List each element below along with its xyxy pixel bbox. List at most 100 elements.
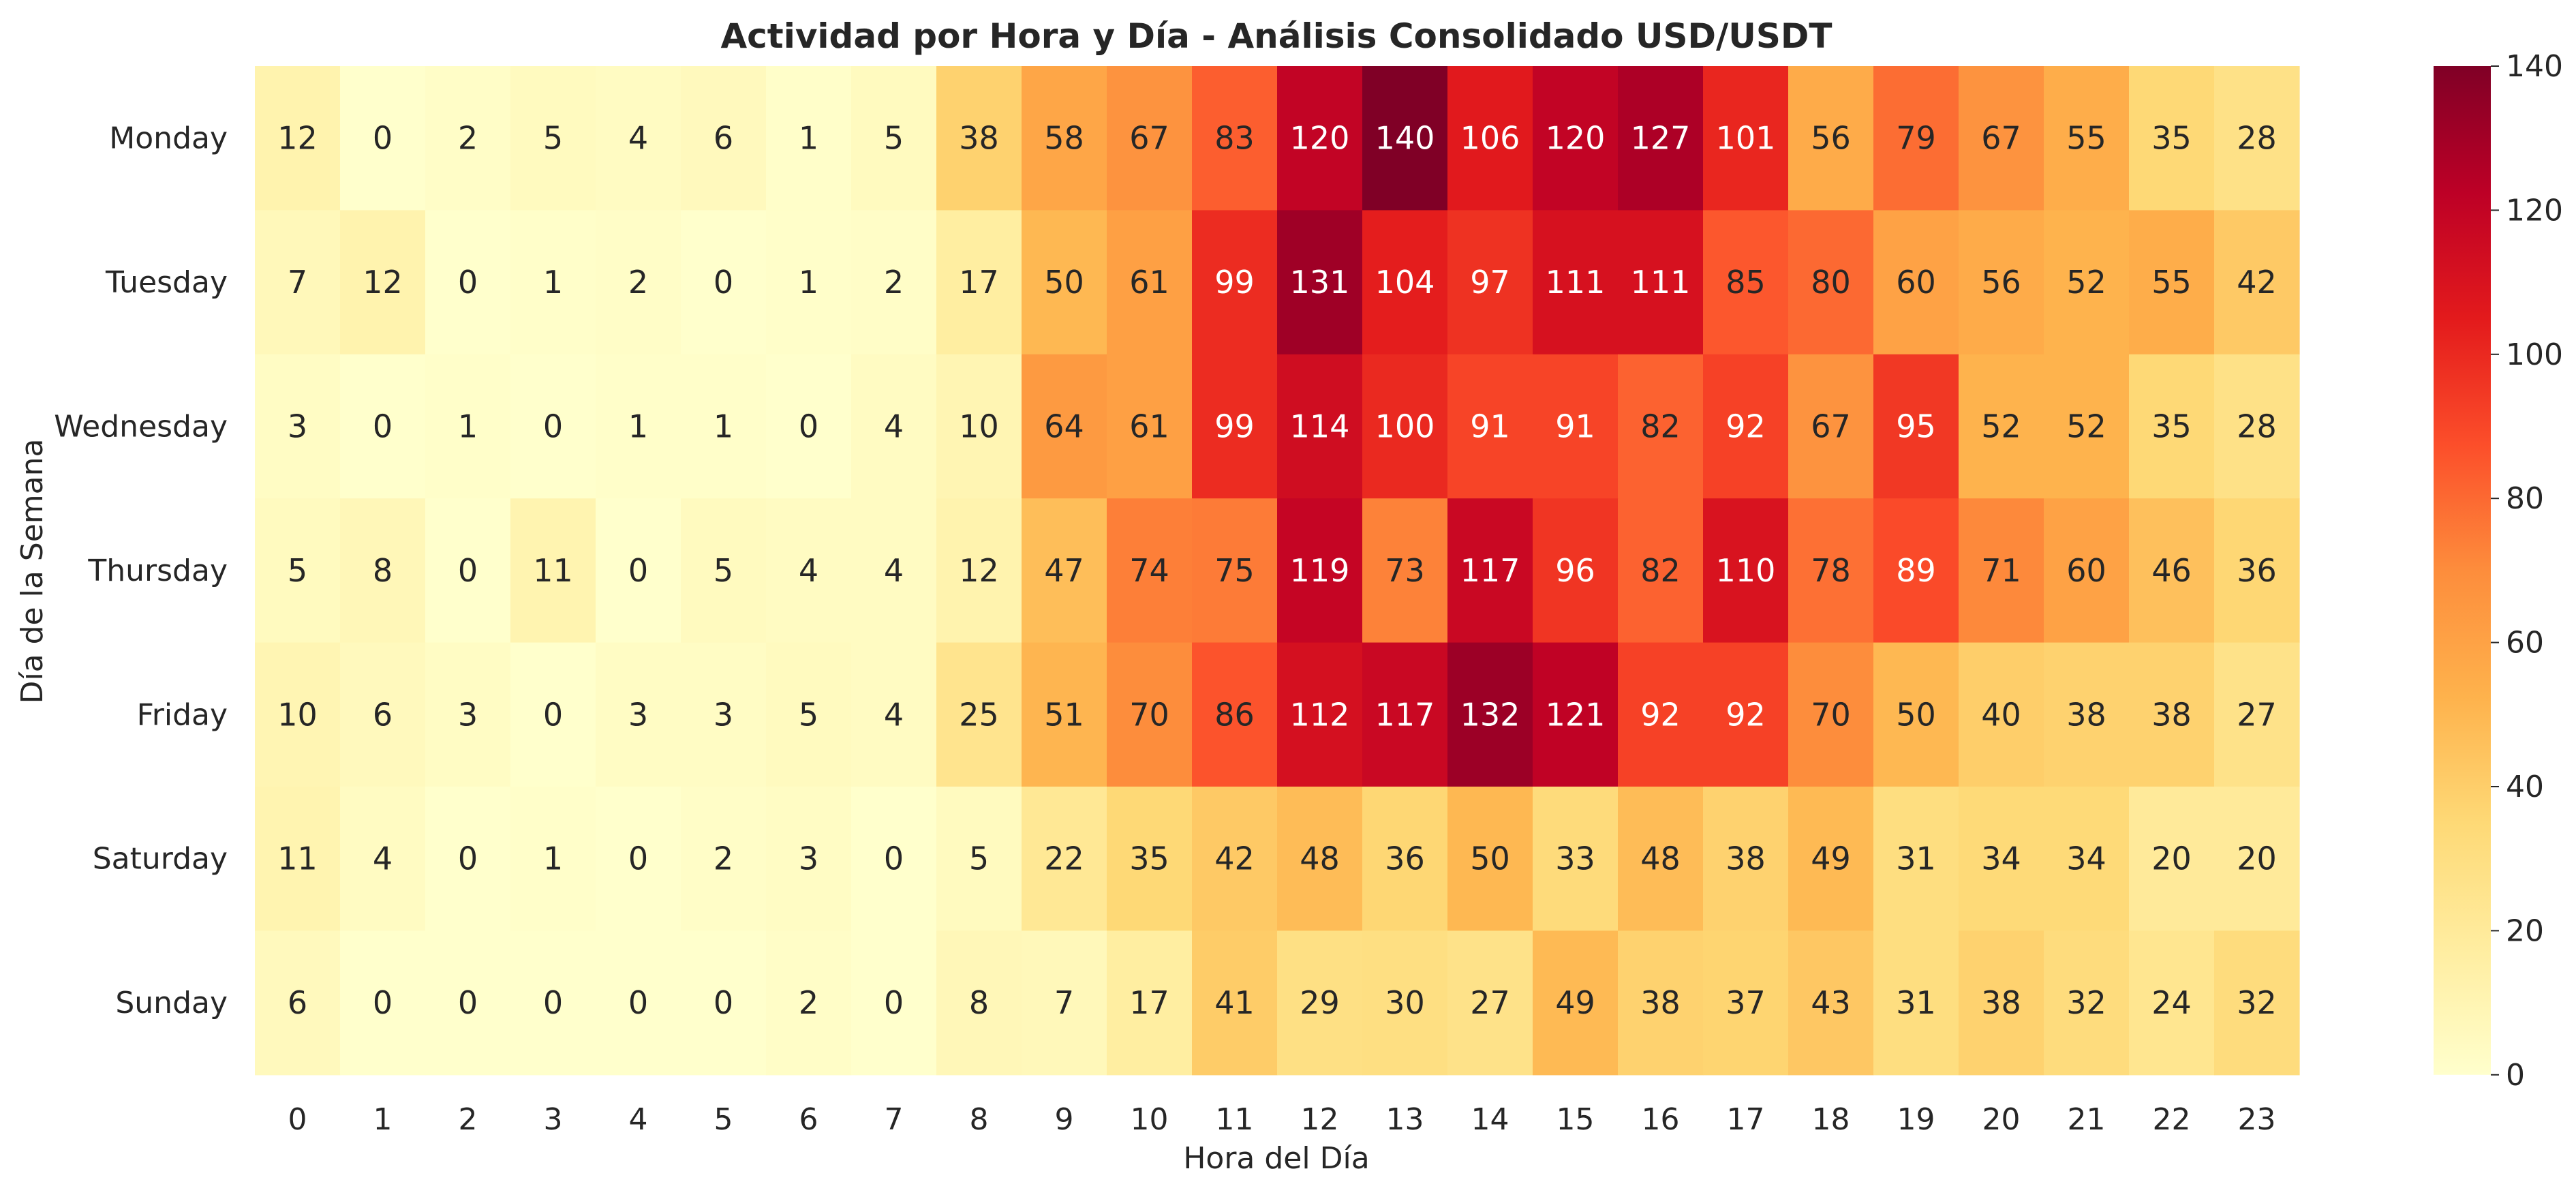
- cell-value-label: 86: [1214, 696, 1255, 733]
- cell-value-label: 5: [884, 120, 904, 157]
- x-tick-label: 11: [1216, 1102, 1254, 1137]
- cell-value-label: 35: [1129, 840, 1169, 877]
- cell-value-label: 85: [1726, 264, 1766, 301]
- cell-value-label: 119: [1290, 552, 1350, 589]
- cell-value-label: 4: [884, 696, 904, 733]
- heatmap-cell: [340, 66, 426, 211]
- cell-value-label: 2: [458, 120, 478, 157]
- cell-value-label: 80: [1811, 264, 1851, 301]
- heatmap-cell: [1107, 210, 1193, 355]
- cell-value-label: 32: [2237, 984, 2277, 1021]
- cell-value-label: 83: [1214, 120, 1255, 157]
- heatmap-cell: [1788, 642, 1874, 787]
- heatmap-cell: [681, 642, 767, 787]
- cell-value-label: 34: [2066, 840, 2106, 877]
- heatmap-cell: [851, 787, 937, 931]
- heatmap-cell: [596, 210, 681, 355]
- cell-value-label: 36: [1385, 840, 1425, 877]
- heatmap-cell: [425, 210, 511, 355]
- heatmap-cell: [2129, 787, 2215, 931]
- x-tick-label: 20: [1982, 1102, 2021, 1137]
- cell-value-label: 82: [1640, 408, 1681, 445]
- heatmap-cell: [425, 642, 511, 787]
- heatmap-cell: [1107, 787, 1193, 931]
- heatmap-cell: [340, 498, 426, 643]
- cell-value-label: 106: [1460, 120, 1520, 157]
- colorbar-tick-label: 20: [2506, 913, 2544, 948]
- x-tick-label: 2: [459, 1102, 478, 1137]
- heatmap-cell: [1447, 930, 1533, 1076]
- cell-value-label: 34: [1981, 840, 2021, 877]
- cell-value-label: 0: [628, 552, 648, 589]
- heatmap-cell: [1447, 66, 1533, 211]
- heatmap-cell: [2214, 787, 2300, 931]
- heatmap-cell: [1277, 787, 1363, 931]
- heatmap-cell: [1022, 930, 1107, 1076]
- heatmap-cell: [1107, 66, 1193, 211]
- cell-value-label: 47: [1044, 552, 1084, 589]
- x-tick-label: 16: [1642, 1102, 1680, 1137]
- cell-value-label: 50: [1896, 696, 1936, 733]
- heatmap-cell: [340, 642, 426, 787]
- colorbar-gradient: [2434, 66, 2491, 1075]
- heatmap-cell: [1873, 930, 1959, 1076]
- x-tick-label: 23: [2238, 1102, 2276, 1137]
- y-tick-label: Wednesday: [54, 410, 228, 444]
- heatmap-cell: [2129, 642, 2215, 787]
- heatmap-cell: [1533, 354, 1619, 499]
- cell-value-label: 79: [1896, 120, 1936, 157]
- cell-value-label: 0: [543, 984, 563, 1021]
- y-tick-label: Thursday: [87, 553, 228, 588]
- x-tick-label: 17: [1727, 1102, 1765, 1137]
- heatmap-cell: [1362, 498, 1448, 643]
- x-tick-label: 18: [1812, 1102, 1850, 1137]
- cell-value-label: 0: [714, 264, 733, 301]
- heatmap-cell: [1703, 787, 1789, 931]
- heatmap-cell: [1022, 210, 1107, 355]
- heatmap-cell: [596, 66, 681, 211]
- x-tick-label: 21: [2068, 1102, 2106, 1137]
- heatmap-cell: [1277, 66, 1363, 211]
- heatmap-cell: [936, 210, 1022, 355]
- heatmap-cell: [1533, 210, 1619, 355]
- heatmap-cell: [255, 210, 341, 355]
- heatmap-cell: [2214, 498, 2300, 643]
- cell-value-label: 127: [1631, 120, 1691, 157]
- cell-value-label: 28: [2237, 408, 2277, 445]
- cell-value-label: 70: [1129, 696, 1169, 733]
- cell-value-label: 1: [628, 408, 648, 445]
- heatmap-cell: [1618, 930, 1704, 1076]
- cell-value-label: 111: [1546, 264, 1606, 301]
- cell-value-label: 29: [1300, 984, 1340, 1021]
- heatmap-cell: [2044, 642, 2130, 787]
- cell-value-label: 42: [2237, 264, 2277, 301]
- heatmap-cell: [1533, 642, 1619, 787]
- cell-value-label: 55: [2151, 264, 2192, 301]
- heatmap-cell: [1873, 66, 1959, 211]
- heatmap-cell: [2214, 354, 2300, 499]
- cell-value-label: 4: [884, 552, 904, 589]
- cell-value-label: 5: [799, 696, 818, 733]
- heatmap-cell: [255, 787, 341, 931]
- cell-value-label: 99: [1214, 408, 1255, 445]
- heatmap-cell: [1873, 354, 1959, 499]
- cell-value-label: 12: [363, 264, 403, 301]
- heatmap-cell: [510, 66, 596, 211]
- cell-value-label: 96: [1555, 552, 1595, 589]
- heatmap-cell: [1447, 787, 1533, 931]
- cell-value-label: 1: [543, 840, 563, 877]
- heatmap-cell: [510, 210, 596, 355]
- heatmap-cell: [1192, 354, 1278, 499]
- cell-value-label: 73: [1385, 552, 1425, 589]
- heatmap-cell: [851, 930, 937, 1076]
- heatmap-cell: [2129, 498, 2215, 643]
- cell-value-label: 17: [1129, 984, 1169, 1021]
- cell-value-label: 75: [1214, 552, 1255, 589]
- cell-value-label: 3: [714, 696, 733, 733]
- heatmap-cell: [681, 930, 767, 1076]
- x-tick-label: 10: [1131, 1102, 1169, 1137]
- cell-value-label: 2: [714, 840, 733, 877]
- cell-value-label: 67: [1811, 408, 1851, 445]
- heatmap-cell: [1192, 930, 1278, 1076]
